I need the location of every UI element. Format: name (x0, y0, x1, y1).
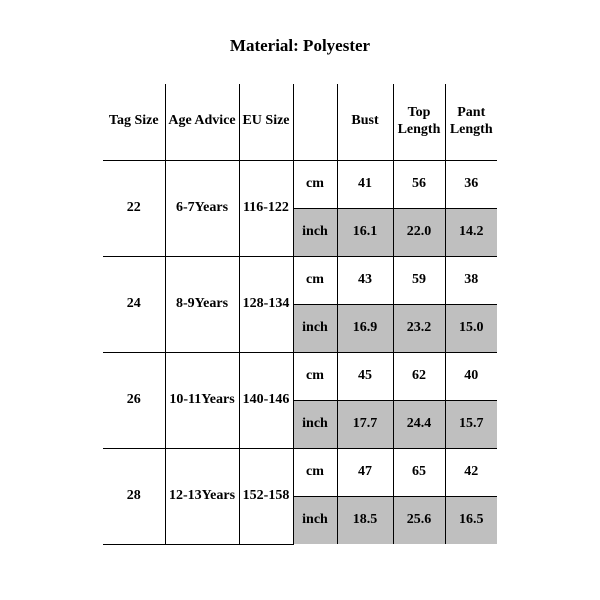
cell-top-length: 23.2 (393, 304, 445, 352)
cell-bust: 45 (337, 352, 393, 400)
cell-unit-inch: inch (293, 208, 337, 256)
cell-top-length: 59 (393, 256, 445, 304)
col-top-length: Top Length (393, 84, 445, 160)
cell-age-advice: 8-9Years (165, 256, 239, 352)
table-header-row: Tag Size Age Advice EU Size Bust Top Len… (103, 84, 497, 160)
cell-unit-cm: cm (293, 160, 337, 208)
col-pant-length: Pant Length (445, 84, 497, 160)
cell-top-length: 62 (393, 352, 445, 400)
cell-age-advice: 10-11Years (165, 352, 239, 448)
cell-eu-size: 152-158 (239, 448, 293, 544)
cell-bust: 41 (337, 160, 393, 208)
col-eu-size: EU Size (239, 84, 293, 160)
cell-top-length: 56 (393, 160, 445, 208)
table-row: 28 12-13Years 152-158 cm 47 65 42 (103, 448, 497, 496)
size-table: Tag Size Age Advice EU Size Bust Top Len… (103, 84, 497, 545)
cell-bust: 18.5 (337, 496, 393, 544)
cell-tag-size: 26 (103, 352, 165, 448)
cell-age-advice: 6-7Years (165, 160, 239, 256)
table-row: 26 10-11Years 140-146 cm 45 62 40 (103, 352, 497, 400)
cell-eu-size: 140-146 (239, 352, 293, 448)
page: Material: Polyester Tag Size Age Advice … (0, 0, 600, 600)
cell-tag-size: 22 (103, 160, 165, 256)
cell-top-length: 25.6 (393, 496, 445, 544)
cell-tag-size: 28 (103, 448, 165, 544)
cell-top-length: 65 (393, 448, 445, 496)
cell-top-length: 24.4 (393, 400, 445, 448)
cell-unit-cm: cm (293, 448, 337, 496)
cell-pant-length: 40 (445, 352, 497, 400)
page-title: Material: Polyester (0, 36, 600, 56)
col-bust: Bust (337, 84, 393, 160)
cell-unit-inch: inch (293, 400, 337, 448)
cell-pant-length: 36 (445, 160, 497, 208)
col-age-advice: Age Advice (165, 84, 239, 160)
cell-unit-inch: inch (293, 496, 337, 544)
cell-bust: 47 (337, 448, 393, 496)
cell-pant-length: 15.7 (445, 400, 497, 448)
cell-unit-cm: cm (293, 256, 337, 304)
cell-unit-inch: inch (293, 304, 337, 352)
cell-bust: 16.1 (337, 208, 393, 256)
cell-pant-length: 15.0 (445, 304, 497, 352)
cell-bust: 17.7 (337, 400, 393, 448)
cell-bust: 43 (337, 256, 393, 304)
cell-age-advice: 12-13Years (165, 448, 239, 544)
cell-pant-length: 14.2 (445, 208, 497, 256)
cell-pant-length: 16.5 (445, 496, 497, 544)
table-row: 24 8-9Years 128-134 cm 43 59 38 (103, 256, 497, 304)
col-unit (293, 84, 337, 160)
cell-unit-cm: cm (293, 352, 337, 400)
cell-top-length: 22.0 (393, 208, 445, 256)
cell-pant-length: 38 (445, 256, 497, 304)
cell-eu-size: 128-134 (239, 256, 293, 352)
cell-eu-size: 116-122 (239, 160, 293, 256)
cell-tag-size: 24 (103, 256, 165, 352)
col-tag-size: Tag Size (103, 84, 165, 160)
cell-bust: 16.9 (337, 304, 393, 352)
cell-pant-length: 42 (445, 448, 497, 496)
table-row: 22 6-7Years 116-122 cm 41 56 36 (103, 160, 497, 208)
